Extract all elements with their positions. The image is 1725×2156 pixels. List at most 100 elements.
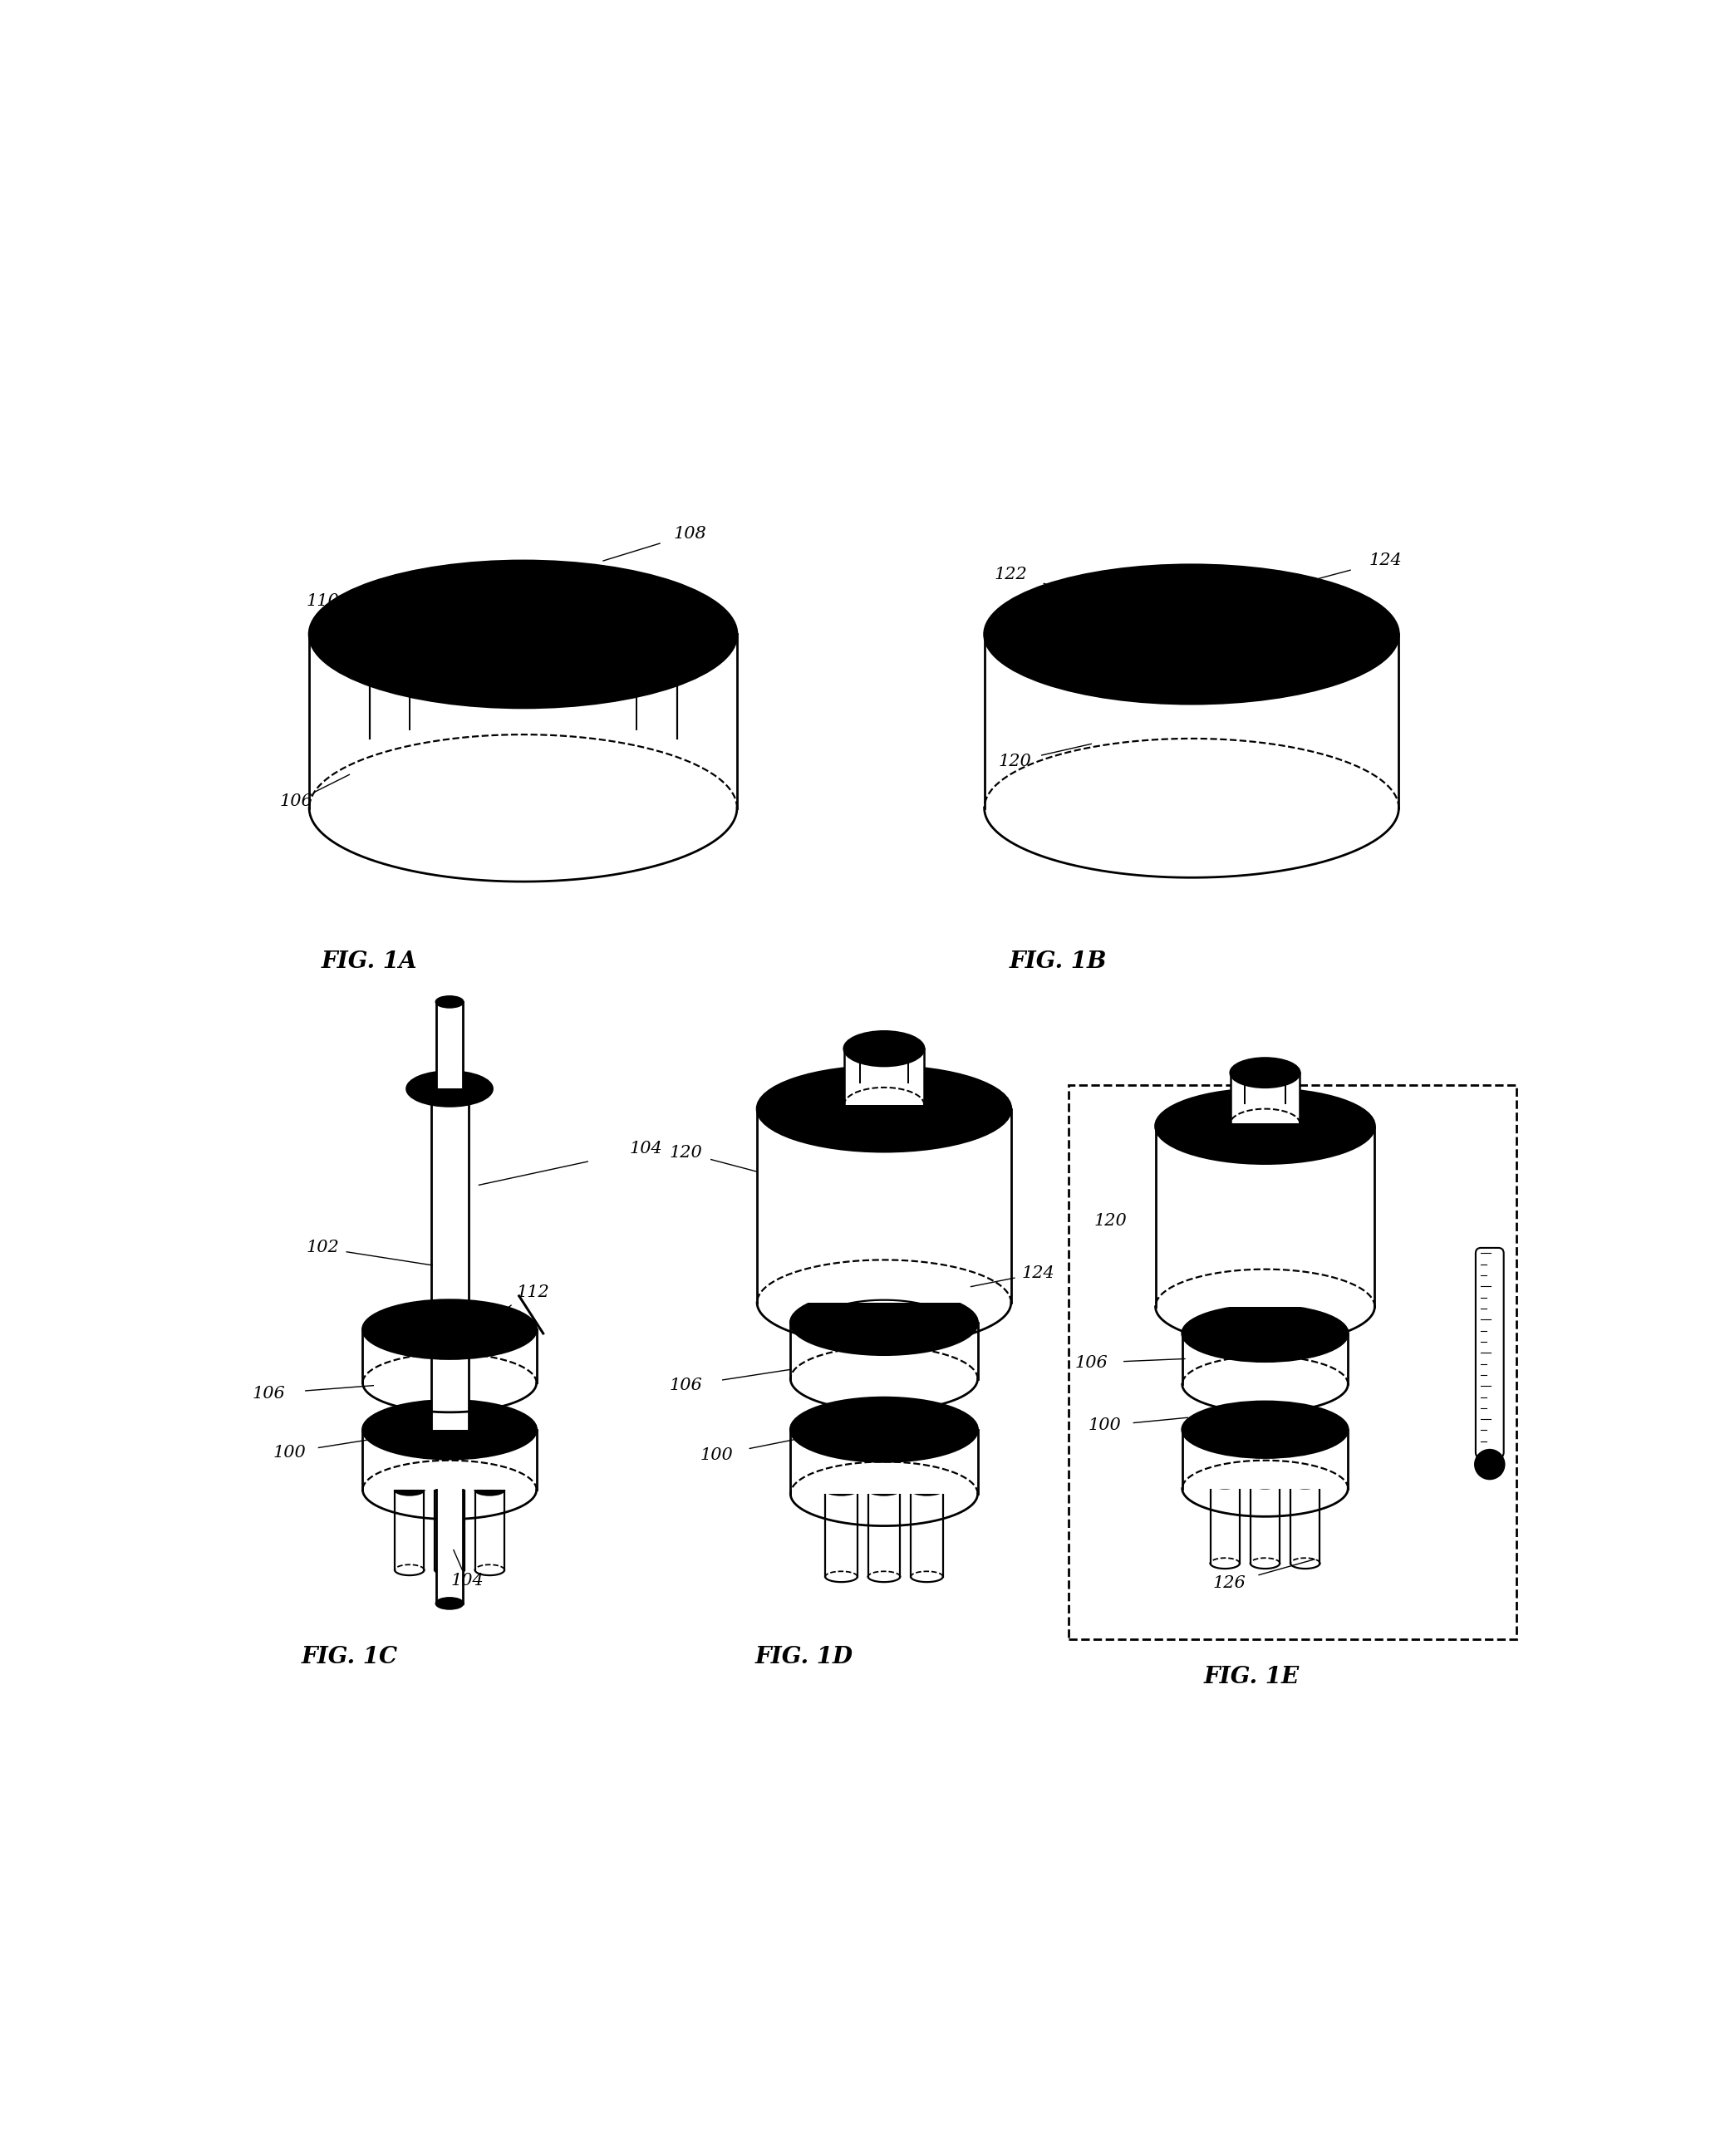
Polygon shape — [1156, 1125, 1375, 1307]
Ellipse shape — [455, 610, 590, 658]
Polygon shape — [431, 1089, 467, 1429]
Ellipse shape — [1292, 647, 1321, 671]
Ellipse shape — [790, 1291, 978, 1354]
Polygon shape — [790, 1429, 978, 1494]
Polygon shape — [1182, 1429, 1347, 1488]
Ellipse shape — [1047, 608, 1076, 632]
Polygon shape — [1230, 1074, 1301, 1123]
Bar — [1068, 1084, 1516, 1639]
Ellipse shape — [825, 1485, 857, 1494]
Ellipse shape — [844, 1031, 925, 1065]
Text: 104: 104 — [630, 1141, 662, 1158]
Ellipse shape — [1085, 593, 1114, 612]
Text: 106: 106 — [1075, 1354, 1107, 1371]
Ellipse shape — [435, 1485, 464, 1494]
Text: 108: 108 — [674, 526, 707, 541]
Text: FIG. 1B: FIG. 1B — [1009, 951, 1107, 972]
Polygon shape — [790, 1322, 978, 1380]
Polygon shape — [1290, 1483, 1320, 1563]
Polygon shape — [868, 1490, 900, 1576]
Text: 112: 112 — [516, 1285, 550, 1300]
Ellipse shape — [369, 580, 676, 688]
Ellipse shape — [436, 996, 462, 1007]
Ellipse shape — [1270, 593, 1299, 612]
Ellipse shape — [790, 1397, 978, 1462]
Ellipse shape — [985, 565, 1399, 703]
Ellipse shape — [1270, 658, 1299, 677]
Ellipse shape — [1047, 638, 1076, 662]
Text: FIG. 1D: FIG. 1D — [756, 1645, 852, 1669]
Text: 120: 120 — [999, 752, 1032, 770]
Ellipse shape — [362, 1300, 536, 1358]
Text: 106: 106 — [669, 1378, 702, 1393]
Text: 110: 110 — [305, 593, 340, 608]
Ellipse shape — [409, 595, 637, 675]
Ellipse shape — [1475, 1449, 1504, 1479]
Text: 100: 100 — [1088, 1419, 1121, 1434]
Polygon shape — [1182, 1332, 1347, 1384]
Ellipse shape — [1176, 584, 1206, 597]
Text: 122: 122 — [995, 567, 1028, 582]
Polygon shape — [844, 1048, 925, 1104]
Ellipse shape — [1038, 617, 1068, 640]
Ellipse shape — [868, 1485, 900, 1494]
Ellipse shape — [1113, 664, 1142, 681]
Text: 100: 100 — [273, 1445, 305, 1460]
Ellipse shape — [1211, 1477, 1240, 1488]
Ellipse shape — [1118, 608, 1264, 660]
Polygon shape — [436, 1003, 462, 1089]
Ellipse shape — [1314, 627, 1344, 651]
Ellipse shape — [1245, 1063, 1285, 1082]
Polygon shape — [436, 1490, 462, 1604]
Ellipse shape — [1308, 608, 1337, 632]
Polygon shape — [309, 634, 737, 808]
Ellipse shape — [431, 1080, 467, 1097]
Ellipse shape — [436, 1598, 462, 1608]
Ellipse shape — [1314, 617, 1344, 640]
Ellipse shape — [1063, 599, 1092, 621]
Ellipse shape — [861, 1037, 907, 1059]
Text: FIG. 1E: FIG. 1E — [1204, 1667, 1299, 1688]
Polygon shape — [395, 1490, 424, 1570]
Ellipse shape — [1063, 647, 1092, 671]
Text: 120: 120 — [1094, 1212, 1126, 1229]
Ellipse shape — [1176, 671, 1206, 683]
Text: 100: 100 — [700, 1447, 733, 1464]
Ellipse shape — [1308, 638, 1337, 662]
Ellipse shape — [1251, 1477, 1280, 1488]
Polygon shape — [474, 1490, 504, 1570]
Ellipse shape — [1113, 586, 1142, 606]
Ellipse shape — [757, 1065, 1011, 1151]
Ellipse shape — [1211, 668, 1240, 683]
Ellipse shape — [1292, 599, 1321, 621]
Ellipse shape — [309, 561, 737, 707]
Text: 106: 106 — [252, 1386, 286, 1401]
Text: 104: 104 — [450, 1572, 483, 1589]
Text: FIG. 1C: FIG. 1C — [302, 1645, 397, 1669]
Polygon shape — [825, 1490, 857, 1576]
Ellipse shape — [1182, 1401, 1347, 1457]
Ellipse shape — [911, 1485, 944, 1494]
Ellipse shape — [1156, 1089, 1375, 1164]
Text: 126: 126 — [1213, 1576, 1245, 1591]
Ellipse shape — [407, 1072, 492, 1106]
Polygon shape — [362, 1330, 536, 1382]
Ellipse shape — [474, 1485, 504, 1494]
Ellipse shape — [1144, 668, 1173, 683]
Ellipse shape — [362, 1399, 536, 1460]
Ellipse shape — [1144, 584, 1173, 599]
Ellipse shape — [1290, 1477, 1320, 1488]
Text: 102: 102 — [307, 1240, 340, 1255]
Polygon shape — [1211, 1483, 1240, 1563]
Ellipse shape — [395, 1485, 424, 1494]
Ellipse shape — [1242, 586, 1271, 606]
Polygon shape — [1251, 1483, 1280, 1563]
Polygon shape — [362, 1429, 536, 1490]
Ellipse shape — [1182, 1304, 1347, 1360]
Polygon shape — [757, 1108, 1011, 1302]
Ellipse shape — [1038, 627, 1068, 651]
Polygon shape — [911, 1490, 944, 1576]
Text: FIG. 1A: FIG. 1A — [321, 951, 417, 972]
Ellipse shape — [1085, 658, 1114, 677]
FancyBboxPatch shape — [1475, 1248, 1504, 1457]
